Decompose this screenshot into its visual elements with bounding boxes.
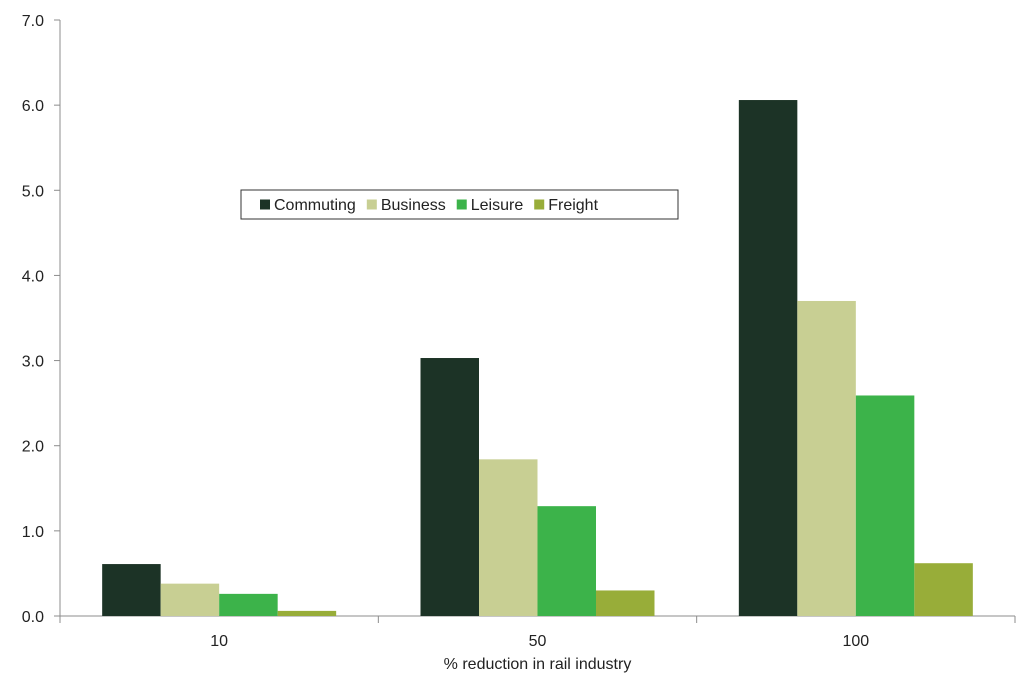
y-tick-label: 1.0 [22,524,44,541]
x-tick-label: 100 [842,633,869,650]
bar-business-50 [479,459,538,616]
legend-swatch-freight [534,199,545,210]
legend-swatch-leisure [456,199,467,210]
bar-business-10 [160,583,220,616]
legend-swatch-business [366,199,377,210]
bar-commuting-10 [102,564,161,616]
legend: Commuting Business Leisure Freight [240,189,679,220]
bars [102,100,973,616]
x-axis-title: % reduction in rail industry [444,656,632,673]
y-tick-label: 7.0 [22,13,44,30]
bar-leisure-50 [537,506,596,616]
bar-leisure-100 [855,395,915,616]
legend-label-business: Business [381,197,446,214]
bar-leisure-10 [219,593,278,616]
tick-labels: 0.0 1.0 2.0 3.0 4.0 5.0 6.0 7.0 10 50 100 [22,13,870,650]
bar-freight-50 [596,590,655,616]
x-tick-label: 10 [210,633,228,650]
legend-label-leisure: Leisure [471,197,524,214]
legend-label-freight: Freight [548,197,598,214]
y-tick-label: 5.0 [22,183,44,200]
y-tick-label: 4.0 [22,268,44,285]
bar-commuting-50 [420,358,479,616]
legend-swatch-commuting [260,199,270,210]
legend-label-commuting: Commuting [274,197,356,214]
bar-commuting-100 [738,100,798,616]
bar-business-100 [797,300,856,616]
y-tick-label: 2.0 [22,439,44,456]
bar-freight-10 [277,610,337,616]
bar-freight-100 [914,563,973,616]
y-tick-label: 0.0 [22,609,44,626]
x-tick-label: 50 [529,633,547,650]
y-tick-label: 3.0 [22,354,44,371]
y-tick-label: 6.0 [22,98,44,115]
